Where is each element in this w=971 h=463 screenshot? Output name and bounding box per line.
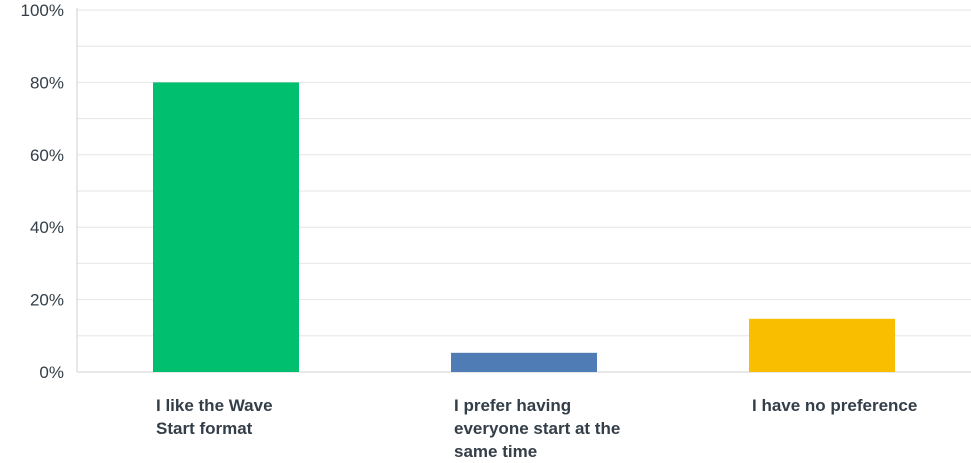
y-tick-labels: 0% 20% 40% 60% 80% 100% [21,1,64,382]
y-tick-label: 0% [39,363,64,382]
y-tick-label: 20% [30,291,64,310]
x-category-label: I have no preference [752,396,917,415]
x-category-label-line: same time [454,442,537,461]
y-tick-label: 80% [30,73,64,92]
bar [749,318,895,372]
bars [153,82,895,373]
y-tick-label: 100% [21,1,64,20]
bar [451,352,597,372]
bar [153,82,299,373]
x-category-label-line: I prefer having [454,396,571,415]
x-category-label: I prefer having everyone start at the same… [454,396,620,461]
x-category-label-line: I have no preference [752,396,917,415]
y-tick-label: 40% [30,218,64,237]
x-category-label-line: Start format [156,419,253,438]
x-category-label-line: everyone start at the [454,419,620,438]
x-category-label: I like the Wave Start format [156,396,273,438]
x-category-label-line: I like the Wave [156,396,273,415]
x-category-labels: I like the Wave Start format I prefer havi… [156,396,917,461]
y-tick-label: 60% [30,146,64,165]
